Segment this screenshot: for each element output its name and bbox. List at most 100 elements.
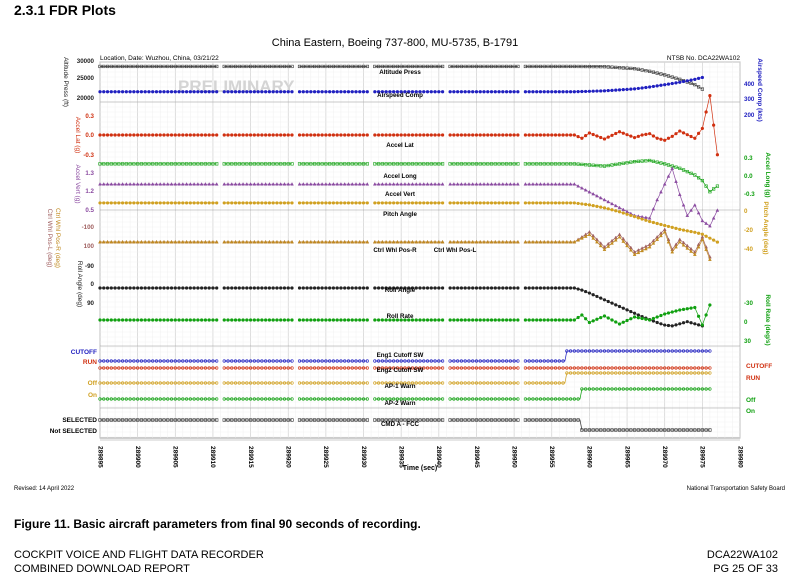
data-point bbox=[406, 182, 411, 186]
data-point bbox=[264, 90, 268, 94]
data-point bbox=[512, 286, 516, 290]
data-point bbox=[425, 162, 430, 166]
data-point bbox=[102, 201, 106, 205]
data-point bbox=[102, 90, 106, 94]
data-point bbox=[655, 160, 659, 164]
data-point bbox=[663, 138, 667, 142]
data-point bbox=[305, 418, 309, 422]
data-point bbox=[474, 201, 479, 205]
data-point bbox=[629, 428, 633, 432]
data-point bbox=[365, 418, 369, 422]
x-tick-label: 289930 bbox=[360, 446, 367, 468]
data-point bbox=[173, 397, 177, 401]
data-point bbox=[700, 237, 705, 241]
data-point bbox=[599, 387, 603, 391]
data-point bbox=[625, 161, 629, 165]
data-point bbox=[215, 359, 219, 363]
data-point bbox=[595, 239, 599, 244]
data-point bbox=[651, 428, 656, 432]
data-point bbox=[297, 90, 302, 94]
data-point bbox=[143, 366, 147, 370]
data-point bbox=[139, 182, 144, 186]
data-point bbox=[700, 387, 704, 391]
data-point bbox=[252, 318, 256, 322]
data-point bbox=[651, 134, 656, 138]
data-point bbox=[132, 286, 136, 290]
data-point bbox=[297, 133, 302, 137]
data-point bbox=[328, 133, 332, 137]
data-point bbox=[621, 88, 625, 92]
data-point bbox=[324, 182, 328, 186]
data-point bbox=[410, 318, 415, 322]
data-point bbox=[648, 366, 652, 370]
data-point bbox=[610, 349, 614, 353]
data-point bbox=[328, 381, 332, 385]
data-point bbox=[486, 90, 490, 94]
data-point bbox=[550, 201, 554, 205]
data-point bbox=[215, 201, 219, 205]
data-point bbox=[546, 366, 550, 370]
data-point bbox=[230, 359, 234, 363]
data-point bbox=[482, 90, 486, 94]
data-point bbox=[681, 387, 686, 391]
data-point bbox=[98, 381, 102, 385]
data-point bbox=[493, 359, 497, 363]
data-point bbox=[629, 349, 633, 353]
data-point bbox=[459, 359, 464, 363]
data-point bbox=[403, 381, 407, 385]
right-tick-label: -0.3 bbox=[744, 191, 755, 198]
data-point bbox=[136, 381, 140, 385]
data-point bbox=[666, 163, 671, 167]
data-point bbox=[222, 162, 226, 166]
data-point bbox=[456, 397, 460, 401]
data-point bbox=[523, 239, 528, 244]
data-point bbox=[617, 234, 622, 239]
data-point bbox=[489, 418, 494, 422]
data-point bbox=[241, 239, 245, 244]
data-point bbox=[553, 239, 558, 244]
data-point bbox=[527, 418, 531, 422]
data-point bbox=[215, 162, 219, 166]
data-point bbox=[388, 201, 392, 205]
data-point bbox=[685, 246, 690, 250]
data-point bbox=[380, 162, 384, 166]
data-point bbox=[166, 201, 170, 205]
data-point bbox=[320, 239, 324, 244]
data-point bbox=[640, 371, 644, 375]
data-point bbox=[320, 64, 324, 69]
data-point bbox=[429, 90, 433, 94]
data-point bbox=[391, 182, 396, 186]
data-point bbox=[410, 418, 415, 422]
data-point bbox=[542, 318, 546, 322]
data-point bbox=[655, 136, 659, 140]
data-point bbox=[403, 359, 407, 363]
data-point bbox=[312, 418, 317, 422]
data-point bbox=[309, 418, 313, 422]
data-point bbox=[320, 90, 324, 94]
data-point bbox=[700, 371, 704, 375]
data-point bbox=[471, 318, 475, 322]
data-point bbox=[147, 239, 151, 244]
data-point bbox=[335, 133, 339, 137]
data-point bbox=[177, 182, 181, 186]
data-point bbox=[599, 205, 603, 209]
data-point bbox=[102, 418, 106, 422]
data-point bbox=[339, 162, 343, 166]
data-point bbox=[648, 158, 652, 163]
data-point bbox=[467, 359, 471, 363]
data-point bbox=[478, 366, 482, 370]
right-tick-label: 200 bbox=[744, 112, 755, 119]
data-point bbox=[151, 133, 155, 137]
data-point bbox=[248, 239, 253, 244]
data-point bbox=[546, 381, 550, 385]
data-point bbox=[267, 64, 272, 69]
data-point bbox=[226, 182, 230, 186]
data-point bbox=[546, 90, 550, 94]
data-point bbox=[354, 162, 358, 166]
data-point bbox=[508, 90, 512, 94]
data-point bbox=[335, 90, 339, 94]
data-point bbox=[200, 286, 204, 290]
data-point bbox=[538, 201, 543, 205]
data-point bbox=[113, 239, 117, 244]
data-point bbox=[663, 428, 667, 432]
